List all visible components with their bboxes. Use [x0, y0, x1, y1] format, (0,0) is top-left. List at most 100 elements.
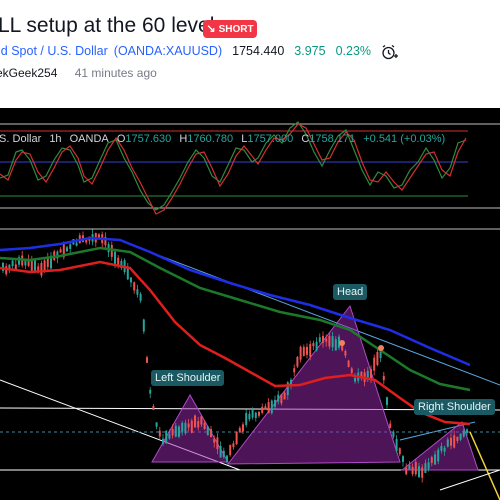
candle-body — [299, 346, 302, 360]
candle-body — [344, 350, 347, 356]
signal-dot — [339, 340, 345, 346]
candle-body — [197, 421, 200, 428]
candle-body — [184, 422, 187, 434]
candle-body — [302, 346, 305, 356]
symbol-name-link[interactable]: ld Spot / U.S. Dollar — [0, 44, 108, 58]
ma-mid-line — [0, 246, 471, 392]
candle-body — [341, 343, 344, 351]
candle-body — [398, 448, 401, 455]
candle-body — [254, 412, 257, 418]
candle-body — [216, 437, 219, 450]
candle-body — [98, 234, 100, 239]
candle-body — [40, 262, 43, 276]
candle-body — [136, 289, 139, 295]
candle-body — [69, 244, 72, 249]
candle-body — [280, 394, 283, 404]
legend-symbol: .S. Dollar — [0, 133, 42, 145]
candlesticks — [2, 229, 468, 483]
candle-body — [229, 445, 232, 456]
author-name[interactable]: ekGeek254 — [0, 66, 58, 80]
osc-line-d — [0, 123, 467, 215]
legend-open: 1757.630 — [125, 133, 172, 145]
left-shoulder-label[interactable]: Left Shoulder — [151, 370, 225, 386]
symbol-code-link[interactable]: (OANDA:XAUUSD) — [113, 44, 223, 58]
alarm-clock-plus-icon[interactable] — [380, 43, 398, 61]
candle-body — [232, 443, 235, 447]
candle-body — [456, 436, 459, 442]
candle-body — [24, 260, 27, 266]
idea-title: LL setup at the 60 level — [0, 14, 215, 37]
candle-body — [251, 409, 254, 418]
candle-body — [386, 397, 388, 405]
legend-low-label: L — [241, 133, 248, 145]
candle-body — [434, 454, 436, 465]
chart-canvas — [0, 118, 500, 500]
candle-body — [312, 343, 315, 347]
candle-body — [459, 433, 462, 440]
legend-broker: OANDA — [69, 133, 109, 145]
candle-body — [174, 425, 177, 437]
candle-body — [293, 368, 296, 373]
candle-body — [146, 357, 148, 363]
candle-body — [139, 293, 142, 301]
candle-body — [5, 266, 8, 275]
candle-body — [389, 423, 392, 429]
candle-body — [120, 260, 123, 268]
head-label[interactable]: Head — [333, 284, 368, 300]
candle-body — [50, 255, 52, 269]
candle-body — [296, 356, 299, 367]
candle-body — [360, 371, 363, 378]
candle-body — [210, 429, 212, 437]
right-shoulder-label[interactable]: Right Shoulder — [414, 399, 495, 415]
short-badge[interactable]: ↘ SHORT — [203, 20, 257, 38]
osc-line-k — [0, 121, 467, 211]
candle-body — [264, 406, 267, 410]
candle-body — [414, 462, 417, 475]
candle-body — [395, 439, 398, 452]
candle-body — [235, 431, 238, 445]
symbol-price: 1754.440 — [232, 44, 285, 58]
candle-body — [408, 465, 411, 470]
candle-body — [411, 466, 414, 475]
legend-close-label: C — [301, 133, 310, 145]
candle-body — [187, 423, 190, 428]
projection-line — [469, 431, 500, 500]
candle-body — [149, 389, 152, 394]
candle-body — [248, 413, 251, 420]
candle-body — [354, 377, 356, 382]
candle-body — [181, 422, 184, 432]
chart-legend: .S. Dollar 1h OANDA O1757.630 H1760.780 … — [0, 133, 450, 145]
candle-body — [242, 424, 244, 432]
candle-body — [328, 335, 331, 347]
price-chart[interactable]: .S. Dollar 1h OANDA O1757.630 H1760.780 … — [0, 108, 500, 500]
symbol-line: ld Spot / U.S. Dollar (OANDA:XAUUSD) 175… — [0, 44, 371, 58]
candle-body — [200, 416, 203, 425]
ma-fast-line — [0, 260, 471, 426]
symbol-change-pct: 0.23% — [335, 44, 372, 58]
candle-body — [440, 446, 443, 451]
candle-body — [453, 435, 456, 448]
candle-body — [427, 462, 430, 469]
candle-body — [325, 338, 328, 342]
candle-body — [190, 420, 193, 433]
candle-body — [8, 264, 11, 271]
symbol-change: 3.975 — [294, 44, 326, 58]
candle-body — [290, 379, 292, 386]
candle-body — [366, 370, 369, 378]
candle-body — [27, 259, 30, 266]
author-line: ekGeek254 41 minutes ago — [0, 66, 157, 80]
candle-body — [213, 438, 216, 443]
candle-body — [315, 341, 318, 351]
legend-change: +0.541 (+0.03%) — [363, 133, 446, 145]
legend-interval[interactable]: 1h — [49, 133, 62, 145]
head-triangle — [226, 304, 401, 465]
candle-body — [158, 430, 161, 437]
candle-body — [334, 339, 337, 351]
candle-body — [37, 266, 40, 271]
candle-body — [171, 428, 174, 436]
candle-body — [462, 430, 465, 437]
candle-body — [450, 437, 452, 446]
candle-body — [155, 422, 158, 427]
candle-body — [274, 399, 276, 407]
left-shoulder-triangle — [151, 393, 229, 463]
